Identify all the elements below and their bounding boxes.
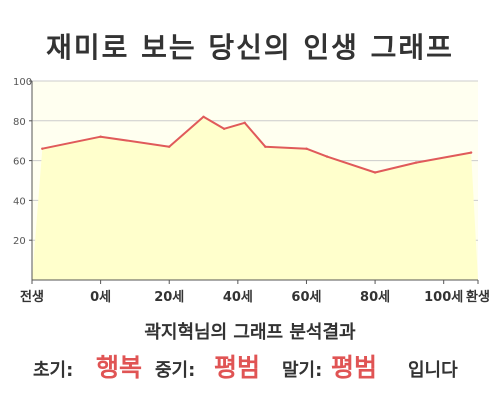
data-point xyxy=(99,135,102,138)
x-tick-label: 100세 xyxy=(424,290,463,305)
data-point xyxy=(415,161,418,164)
data-point xyxy=(202,115,205,119)
x-tick-label: 80세 xyxy=(360,290,390,305)
data-point xyxy=(305,147,308,150)
y-tick-label: 60 xyxy=(13,157,26,168)
x-tick-label: 60세 xyxy=(291,290,321,305)
x-tick-label: 20세 xyxy=(154,290,184,305)
y-tick-label: 20 xyxy=(13,236,26,247)
data-point xyxy=(222,127,226,130)
data-point xyxy=(469,151,473,154)
mid-value: 평범 xyxy=(214,353,261,382)
data-point xyxy=(41,147,44,150)
early-value: 행복 xyxy=(96,353,143,382)
x-tick-label: 40세 xyxy=(223,290,253,305)
life-graph-chart: 20 40 60 80 100 전생 0세 20세 40세 60세 80세 100세 환생 xyxy=(13,77,490,305)
area-fill xyxy=(32,116,478,280)
y-tick-label: 80 xyxy=(13,117,26,128)
y-tick-label: 40 xyxy=(13,196,26,207)
data-point xyxy=(243,121,246,125)
analysis-caption: 곽지혁님의 그래프 분석결과 xyxy=(144,322,356,343)
data-point xyxy=(373,171,377,174)
late-label: 말기: xyxy=(282,360,323,381)
x-tick-label: 0세 xyxy=(90,290,111,305)
y-tick-label: 100 xyxy=(13,77,32,88)
late-value: 평범 xyxy=(331,353,378,382)
mid-label: 중기: xyxy=(155,360,196,381)
chart-title: 재미로 보는 당신의 인생 그래프 xyxy=(46,31,454,64)
series-line xyxy=(42,115,472,174)
early-label: 초기: xyxy=(33,360,74,381)
data-point xyxy=(325,155,329,158)
data-point xyxy=(168,145,171,148)
ending-text: 입니다 xyxy=(408,360,458,381)
data-point xyxy=(264,145,267,148)
x-tick-label: 전생 xyxy=(20,289,44,305)
x-tick-label: 환생 xyxy=(466,289,490,305)
analysis-result: 초기: 행복 중기: 평범 말기: 평범 입니다 xyxy=(0,346,500,380)
